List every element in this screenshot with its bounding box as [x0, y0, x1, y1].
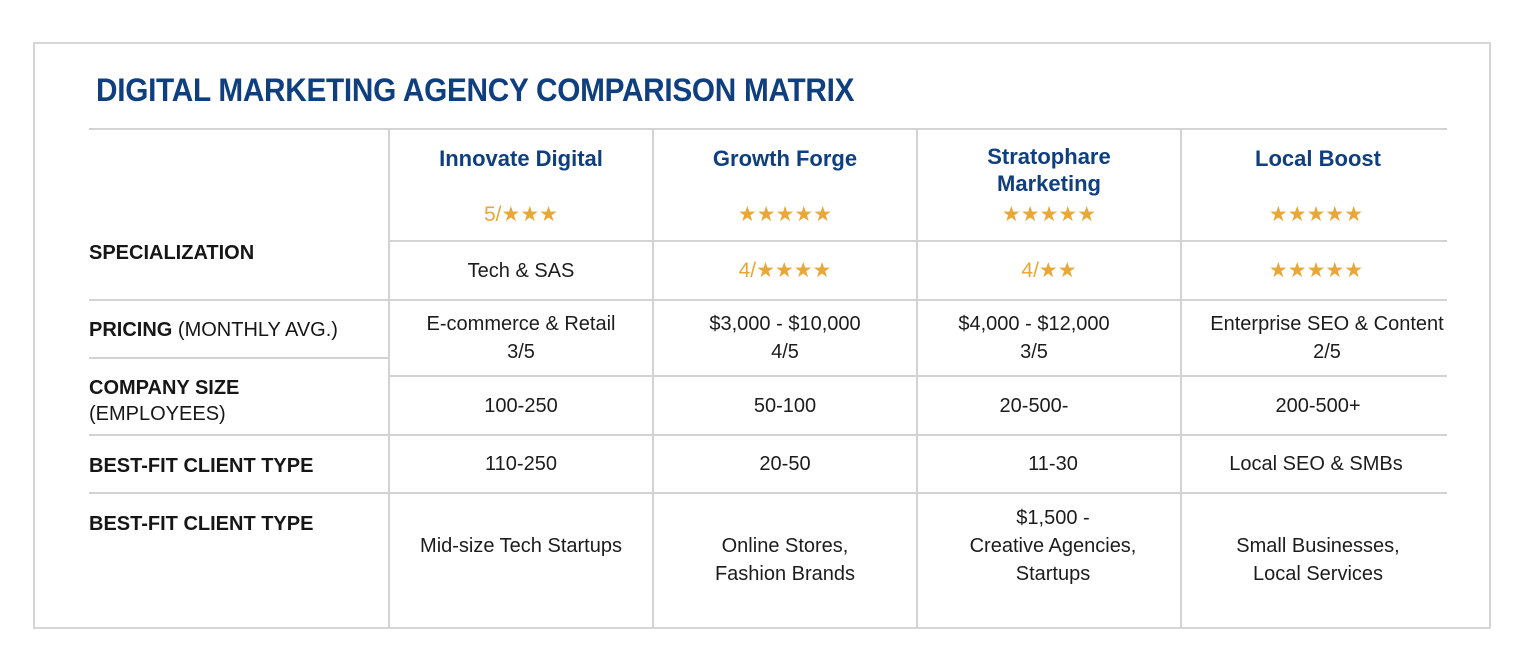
row-label-best-fit-1: BEST-FIT CLIENT TYPE [89, 455, 314, 477]
company-size-value: 50-100 [753, 394, 817, 417]
specialization-cell: 4/★★ [918, 242, 1180, 299]
best-fit-line: Startups [1015, 563, 1091, 585]
best-fit-2-cell: $1,500 - Creative Agencies, Startups [918, 494, 1188, 628]
star-rating-icon: ★★★★★ [1268, 203, 1364, 226]
best-fit-line: $1,500 - [1016, 507, 1090, 529]
pricing-value: $3,000 - $10,000 [709, 313, 861, 335]
grid-line [389, 375, 1447, 377]
best-fit-line: Online Stores, [721, 535, 849, 557]
agency-name: Growth Forge [712, 145, 858, 171]
best-fit-value: Local SEO & SMBs [1229, 453, 1403, 475]
comparison-matrix-panel: DIGITAL MARKETING AGENCY COMPARISON MATR… [33, 42, 1491, 629]
pricing-value: $4,000 - $12,000 [958, 313, 1110, 335]
agency-header-rating: 5/★★★ [390, 200, 652, 230]
best-fit-line: Fashion Brands [714, 563, 856, 585]
row-label-pricing-sub: (MONTHLY AVG.) [177, 319, 338, 341]
pricing-score: 4/5 [771, 341, 799, 363]
best-fit-line: Mid-size Tech Startups [420, 535, 622, 557]
company-size-cell: 50-100 [654, 377, 916, 434]
row-label-company-size-sub: (EMPLOYEES) [89, 403, 226, 425]
row-label-pricing-main: PRICING [89, 319, 173, 341]
pricing-score: 3/5 [1020, 341, 1048, 363]
agency-header: Innovate Digital [390, 130, 652, 186]
best-fit-line: Small Businesses, [1236, 535, 1400, 557]
best-fit-value: 110-250 [485, 453, 557, 475]
page-title: DIGITAL MARKETING AGENCY COMPARISON MATR… [96, 72, 855, 108]
pricing-score: 3/5 [507, 341, 535, 363]
grid-line [89, 128, 1447, 130]
agency-header-rating: ★★★★★ [654, 200, 916, 230]
grid-line [89, 492, 1447, 494]
company-size-value: 200-500+ [1275, 394, 1361, 417]
best-fit-1-cell: 20-50 [654, 436, 916, 492]
best-fit-value: 20-50 [759, 453, 811, 475]
best-fit-line: Local Services [1252, 563, 1384, 585]
agency-header: Growth Forge [654, 130, 916, 186]
star-rating-icon: 5/★★★ [484, 203, 558, 226]
agency-header: Local Boost [1182, 130, 1454, 186]
agency-name: Local Boost [1255, 145, 1381, 171]
grid-line [652, 128, 654, 628]
specialization-cell: ★★★★★ [1182, 242, 1450, 299]
agency-header: Stratophare Marketing [918, 142, 1180, 198]
best-fit-value: 11-30 [1028, 453, 1078, 475]
grid-line [89, 434, 1447, 436]
specialization-value: Tech & SAS [467, 259, 575, 282]
agency-name-line2: Marketing [997, 171, 1101, 196]
specialization-cell: 4/★★★★ [654, 242, 916, 299]
row-label-company-size: COMPANY SIZE (EMPLOYEES) [89, 375, 239, 427]
agency-name: Stratophare [987, 144, 1111, 169]
best-fit-2-cell: Mid-size Tech Startups [390, 494, 652, 598]
row-label-pricing: PRICING (MONTHLY AVG.) [89, 317, 338, 343]
grid-line [1180, 128, 1182, 628]
row-label-specialization: SPECIALIZATION [89, 242, 255, 264]
pricing-cell: $4,000 - $12,000 3/5 [918, 301, 1150, 375]
pricing-score: 2/5 [1313, 341, 1341, 363]
grid-line [916, 128, 918, 628]
grid-line [389, 240, 1447, 242]
star-rating-icon: 4/★★★★ [738, 258, 832, 282]
company-size-value: 100-250 [484, 394, 558, 417]
grid-line [89, 357, 389, 359]
pricing-cell: $3,000 - $10,000 4/5 [654, 301, 916, 375]
company-size-cell: 200-500+ [1182, 377, 1454, 434]
best-fit-line: Creative Agencies, [969, 535, 1137, 557]
agency-header-rating: ★★★★★ [918, 200, 1180, 230]
best-fit-1-cell: 110-250 [390, 436, 652, 492]
pricing-value: Enterprise SEO & Content [1210, 313, 1444, 335]
pricing-value: E-commerce & Retail [426, 313, 616, 335]
star-rating-icon: ★★★★★ [737, 203, 833, 226]
grid-line [89, 299, 1447, 301]
company-size-value: 20-500- [999, 394, 1069, 417]
best-fit-2-cell: Online Stores, Fashion Brands [654, 494, 916, 628]
agency-header-rating: ★★★★★ [1182, 200, 1450, 230]
specialization-cell: Tech & SAS [390, 242, 652, 299]
company-size-cell: 20-500- [918, 377, 1150, 434]
row-label-company-size-main: COMPANY SIZE [89, 377, 240, 399]
star-rating-icon: 4/★★ [1021, 258, 1077, 282]
company-size-cell: 100-250 [390, 377, 652, 434]
pricing-cell: Enterprise SEO & Content 2/5 [1182, 301, 1472, 375]
best-fit-2-cell: Small Businesses, Local Services [1182, 494, 1454, 628]
star-rating-icon: ★★★★★ [1001, 203, 1097, 226]
agency-name: Innovate Digital [439, 145, 603, 171]
grid-line [388, 128, 390, 628]
row-label-best-fit-2: BEST-FIT CLIENT TYPE [89, 513, 314, 535]
best-fit-1-cell: 11-30 [918, 436, 1188, 492]
star-rating-icon: ★★★★★ [1268, 258, 1364, 282]
best-fit-1-cell: Local SEO & SMBs [1182, 436, 1450, 492]
pricing-cell: E-commerce & Retail 3/5 [390, 301, 652, 375]
